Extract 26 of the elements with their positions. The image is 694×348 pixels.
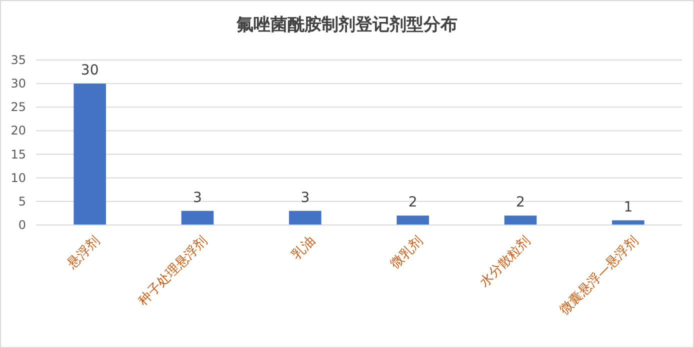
- y-tick-label: 15: [10, 147, 26, 162]
- x-tick-label: 水分散粒剂: [476, 232, 534, 290]
- bar: [289, 210, 322, 225]
- data-label: 2: [516, 194, 525, 211]
- chart-title: 氟唑菌酰胺制剂登记剂型分布: [236, 15, 458, 35]
- y-tick-label: 5: [18, 194, 26, 208]
- y-tick-label: 10: [10, 170, 26, 185]
- data-label: 2: [408, 194, 418, 211]
- x-tick-label: 微乳剂: [387, 232, 426, 272]
- bar: [74, 84, 106, 225]
- y-tick-label: 0: [18, 218, 26, 232]
- x-tick-label: 悬浮剂: [64, 232, 104, 273]
- bar: [504, 216, 537, 225]
- y-tick-label: 30: [10, 76, 26, 91]
- data-label: 1: [624, 199, 633, 216]
- y-tick-label: 25: [10, 100, 26, 114]
- y-tick-label: 35: [10, 53, 26, 67]
- data-label: 3: [300, 190, 310, 206]
- x-tick-label: 微囊悬浮—悬浮剂: [556, 232, 642, 318]
- bar: [181, 210, 214, 225]
- x-tick-label: 种子处理悬浮剂: [135, 232, 211, 309]
- bar: [396, 216, 429, 225]
- x-tick-label: 乳油: [289, 234, 318, 263]
- data-label: 30: [80, 62, 99, 79]
- y-tick-label: 20: [10, 124, 26, 138]
- data-label: 3: [193, 190, 202, 206]
